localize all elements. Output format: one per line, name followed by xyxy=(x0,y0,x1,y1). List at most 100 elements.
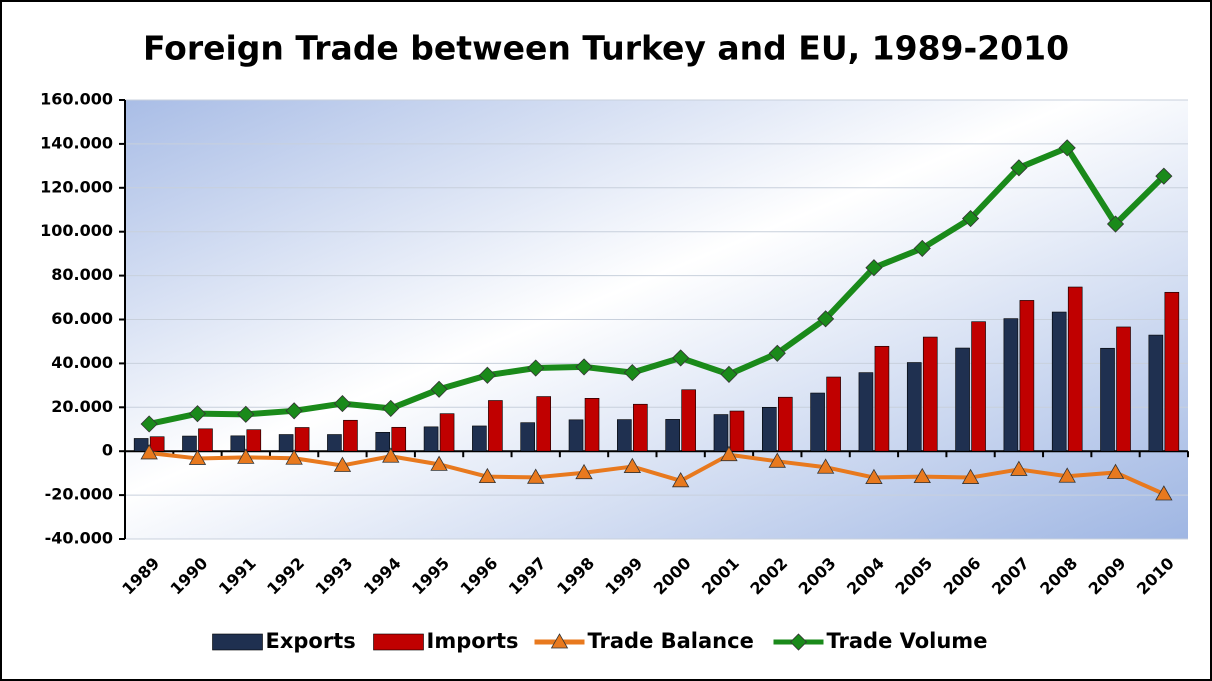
marker xyxy=(1010,460,1028,476)
marker xyxy=(382,399,400,417)
marker xyxy=(913,239,931,257)
bar xyxy=(133,438,149,452)
bar xyxy=(906,362,922,452)
marker xyxy=(430,455,448,471)
bar xyxy=(568,419,584,452)
marker xyxy=(768,452,786,468)
marker xyxy=(720,445,738,462)
marker xyxy=(575,358,593,376)
legend-swatch xyxy=(212,633,263,651)
bar xyxy=(584,398,600,452)
marker xyxy=(1058,139,1076,157)
legend-label: Imports xyxy=(427,629,519,653)
marker xyxy=(865,468,883,484)
bar xyxy=(230,435,246,452)
marker xyxy=(1155,167,1173,185)
y-tick-label: 40.000 xyxy=(51,353,113,372)
bar xyxy=(246,429,262,452)
marker xyxy=(285,449,303,465)
line xyxy=(148,144,1166,427)
marker xyxy=(140,444,158,460)
marker xyxy=(961,468,980,484)
marker xyxy=(1106,215,1125,233)
marker xyxy=(816,458,835,474)
legend-label: Exports xyxy=(266,629,356,653)
bar xyxy=(472,425,487,452)
line xyxy=(148,450,1165,496)
marker xyxy=(817,310,835,328)
bar xyxy=(198,428,213,452)
marker xyxy=(671,472,690,488)
marker xyxy=(237,405,255,423)
marker xyxy=(962,209,980,228)
y-tick-label: 20.000 xyxy=(51,397,113,416)
bar xyxy=(955,347,970,452)
bar xyxy=(423,426,439,452)
marker xyxy=(1010,159,1028,177)
bar xyxy=(681,389,696,452)
bar xyxy=(1003,318,1019,452)
marker xyxy=(140,415,158,433)
bar xyxy=(858,372,874,452)
legend-label: Trade Volume xyxy=(827,629,988,653)
bar xyxy=(1019,300,1035,452)
marker xyxy=(430,380,448,398)
marker xyxy=(527,359,545,377)
bar xyxy=(149,436,165,452)
bar xyxy=(874,345,890,452)
y-tick-label: 60.000 xyxy=(51,309,113,328)
marker xyxy=(623,364,641,382)
legend-swatch xyxy=(373,633,424,651)
bar xyxy=(826,376,841,452)
bar xyxy=(729,410,745,452)
marker xyxy=(1106,463,1125,479)
bar xyxy=(488,400,503,452)
y-tick-label: 140.000 xyxy=(40,133,113,152)
bar xyxy=(777,396,793,452)
bar xyxy=(391,426,407,452)
y-tick-label: -20.000 xyxy=(45,485,113,504)
marker xyxy=(237,448,255,464)
marker xyxy=(623,457,642,473)
bar xyxy=(1164,291,1180,452)
bar xyxy=(713,414,729,452)
bar xyxy=(1051,311,1067,452)
y-tick-label: 120.000 xyxy=(40,177,113,196)
chart-title: Foreign Trade between Turkey and EU, 198… xyxy=(143,29,1069,68)
marker xyxy=(285,402,303,420)
marker xyxy=(720,365,738,383)
marker xyxy=(333,395,351,413)
marker xyxy=(382,447,400,463)
marker xyxy=(478,467,497,484)
bar xyxy=(922,336,938,452)
marker xyxy=(478,366,496,384)
bar xyxy=(375,432,391,452)
bar xyxy=(1067,286,1083,452)
bar xyxy=(1148,334,1164,452)
marker xyxy=(672,349,690,367)
bar xyxy=(182,435,197,452)
bar xyxy=(343,419,358,452)
legend-marker xyxy=(550,633,569,649)
y-tick-label: 80.000 xyxy=(51,265,113,284)
marker xyxy=(527,468,545,484)
bar xyxy=(1116,326,1131,452)
bar xyxy=(520,422,536,452)
y-tick-label: 100.000 xyxy=(40,221,113,240)
bar xyxy=(536,396,552,452)
bar xyxy=(278,434,294,452)
bar xyxy=(1100,347,1115,452)
bar xyxy=(327,434,342,452)
bar xyxy=(617,419,632,452)
y-tick-label: -40.000 xyxy=(45,529,113,548)
marker xyxy=(865,259,883,277)
marker xyxy=(333,456,352,472)
bar xyxy=(294,427,310,452)
bar xyxy=(439,413,455,452)
bar xyxy=(761,406,777,452)
y-tick-label: 160.000 xyxy=(40,90,113,109)
marker xyxy=(1155,485,1173,501)
bar xyxy=(633,403,648,452)
marker xyxy=(188,405,207,423)
